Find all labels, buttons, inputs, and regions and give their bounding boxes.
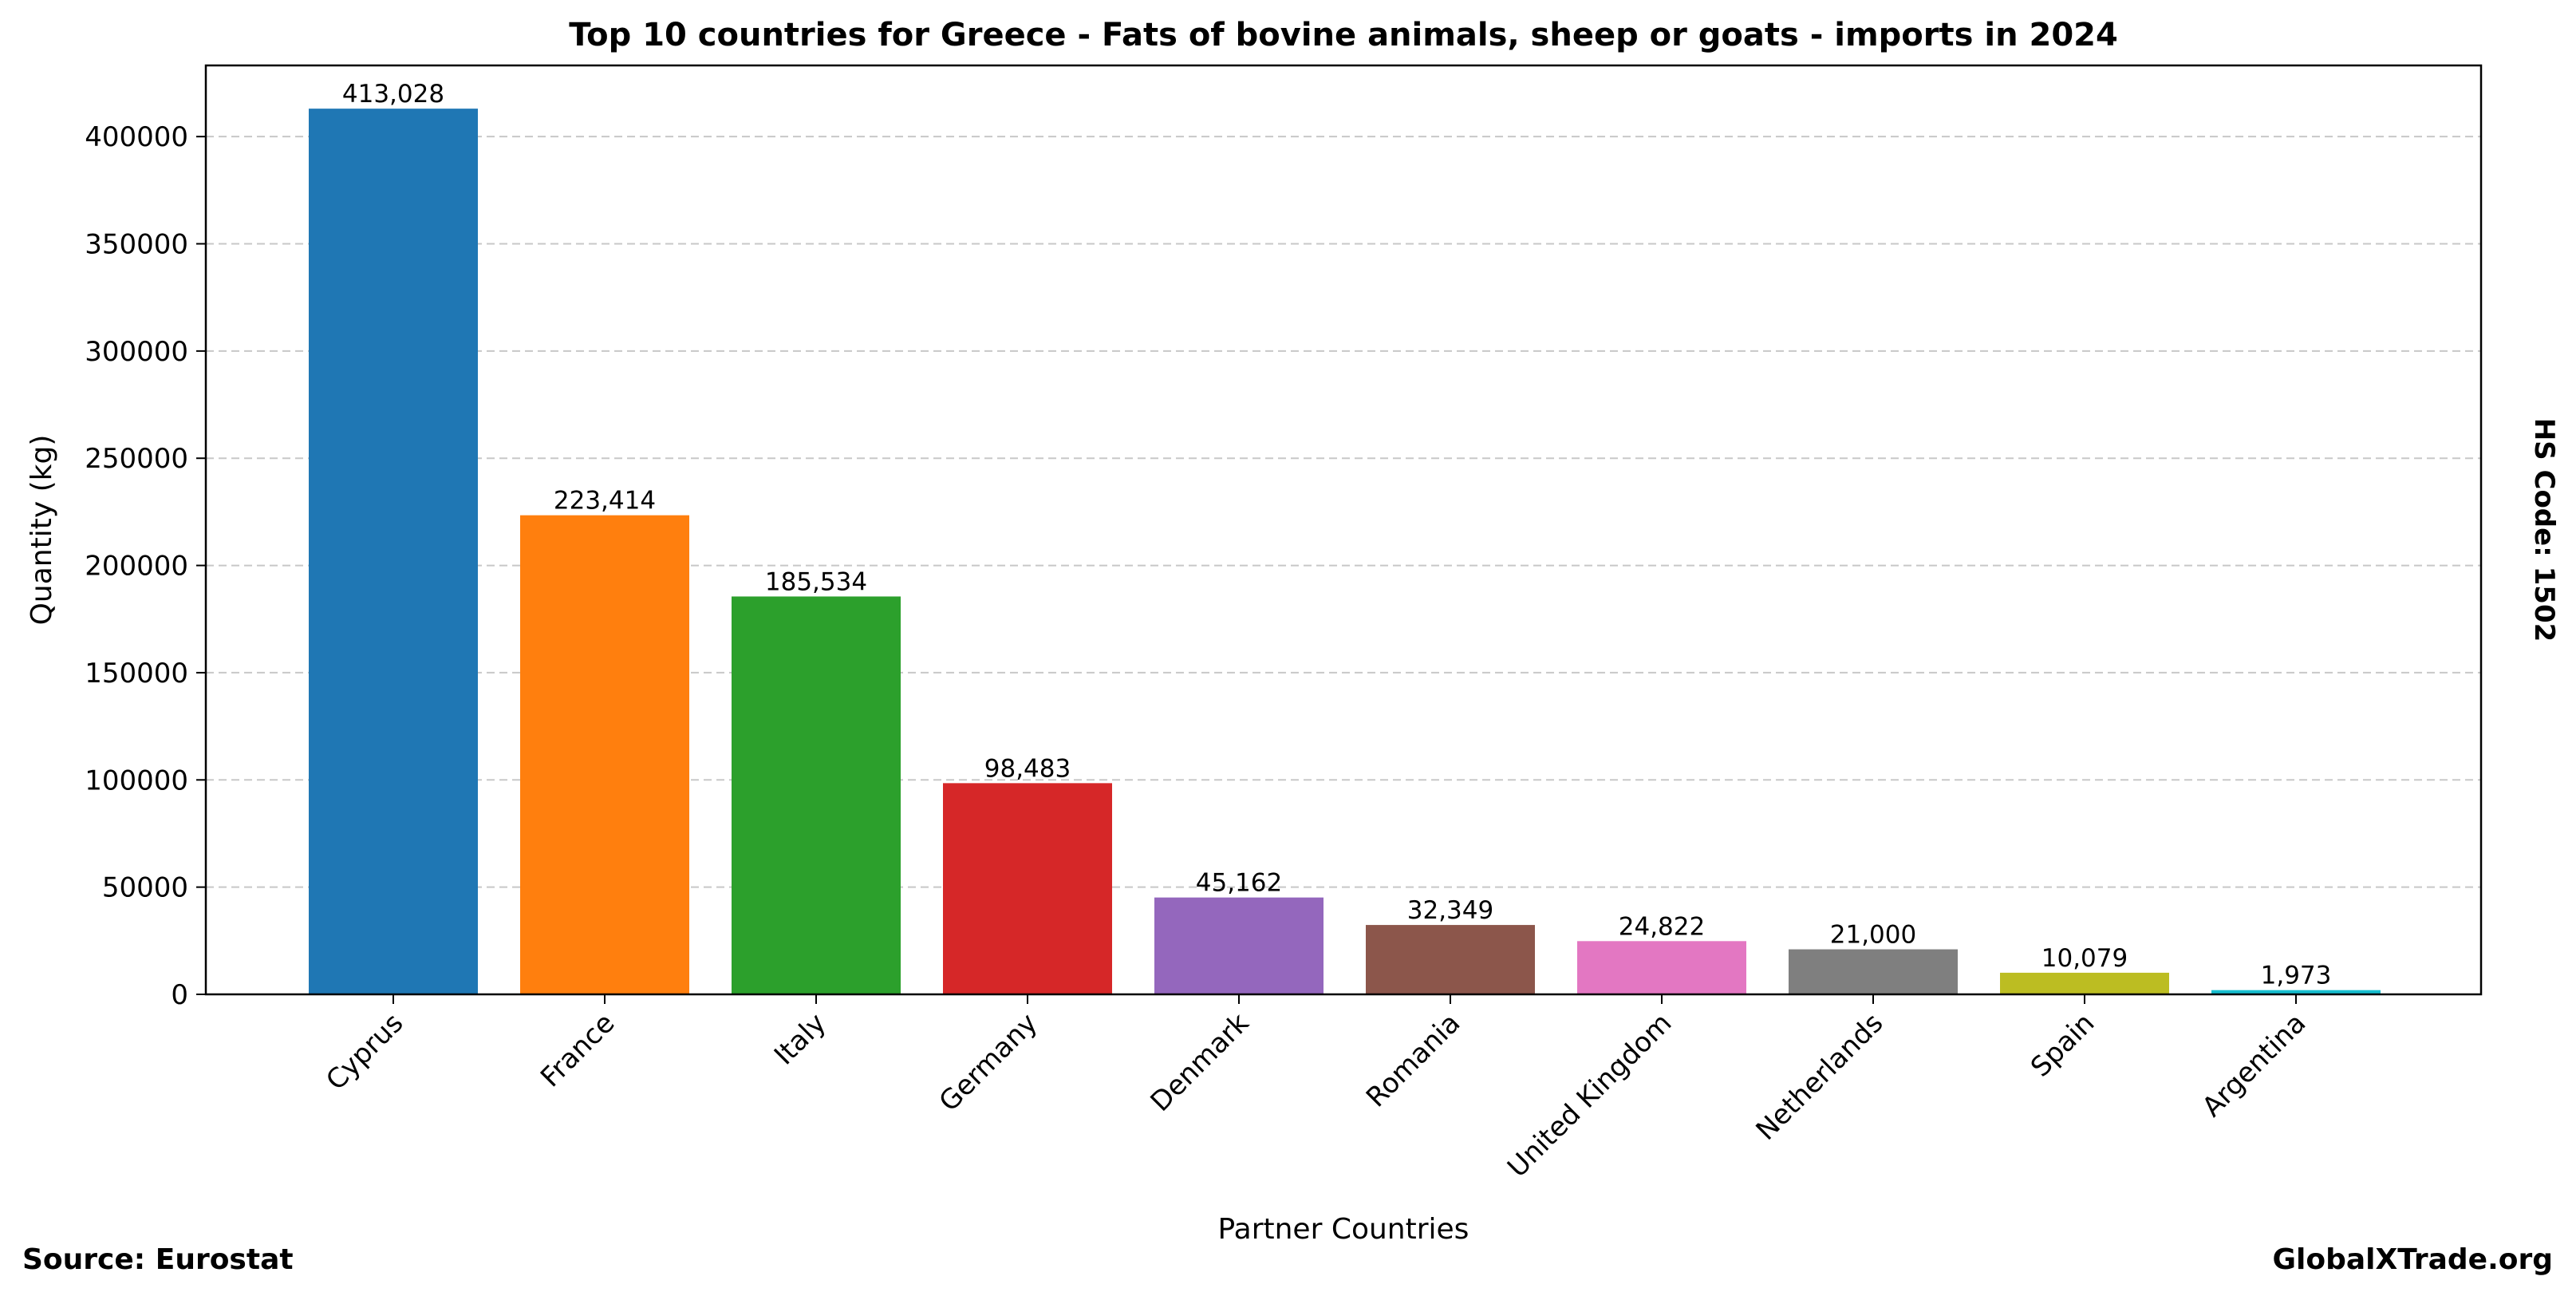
value-label: 413,028 (342, 80, 444, 109)
y-axis-label: Quantity (kg) (26, 435, 58, 626)
x-axis-ticks: Cyprus France Italy Germany Denmark Romania Un… (320, 994, 2312, 1183)
value-label: 32,349 (1407, 896, 1493, 925)
gridlines (206, 136, 2481, 995)
y-tick-label: 300000 (85, 336, 188, 368)
value-label: 98,483 (984, 754, 1071, 783)
x-tick-label: Germany (933, 1007, 1044, 1118)
x-tick-label: Cyprus (320, 1007, 409, 1096)
y-tick-label: 200000 (85, 551, 188, 583)
value-label: 24,822 (1619, 912, 1705, 941)
bar-france (520, 515, 689, 994)
value-label: 185,534 (765, 567, 867, 596)
value-label: 10,079 (2041, 944, 2128, 973)
bar-netherlands (1789, 949, 1958, 994)
hs-code-label: HS Code: 1502 (2528, 418, 2560, 642)
source-text: Source: Eurostat (22, 1243, 294, 1276)
x-tick-label: France (535, 1007, 621, 1093)
bar-cyprus (309, 109, 478, 995)
x-axis-label: Partner Countries (1218, 1213, 1469, 1246)
x-tick-label: Italy (768, 1007, 832, 1071)
brand-text: GlobalXTrade.org (2272, 1243, 2553, 1276)
y-tick-label: 0 (171, 979, 188, 1011)
x-tick-label: Denmark (1145, 1007, 1256, 1118)
plot-frame (204, 64, 2483, 996)
bar-romania (1366, 925, 1535, 994)
value-labels: 413,028 223,414 185,534 98,483 45,162 32,349 2… (342, 80, 2331, 990)
value-label: 45,162 (1196, 869, 1282, 898)
bar-italy (732, 596, 901, 994)
chart-title: Top 10 countries for Greece - Fats of bo… (569, 17, 2118, 53)
bar-germany (943, 783, 1112, 994)
y-tick-label: 250000 (85, 443, 188, 475)
bar-united-kingdom (1577, 941, 1746, 994)
bars (309, 109, 2381, 995)
y-axis-ticks: 0 50000 100000 150000 200000 250000 300000 3500… (85, 121, 206, 1011)
x-tick-label: Argentina (2196, 1007, 2313, 1124)
y-tick-label: 50000 (102, 872, 188, 904)
value-label: 223,414 (554, 487, 656, 516)
bar-argentina (2211, 990, 2381, 994)
bar-spain (2000, 972, 2169, 994)
x-tick-label: Romania (1360, 1007, 1466, 1113)
value-label: 21,000 (1830, 921, 1916, 950)
x-tick-label: Spain (2025, 1007, 2101, 1083)
y-tick-label: 400000 (85, 121, 188, 153)
value-label: 1,973 (2261, 962, 2332, 990)
bar-denmark (1154, 897, 1324, 994)
y-tick-label: 100000 (85, 765, 188, 796)
y-tick-label: 150000 (85, 658, 188, 689)
x-tick-label: United Kingdom (1501, 1007, 1678, 1183)
y-tick-label: 350000 (85, 229, 188, 261)
x-tick-label: Netherlands (1750, 1007, 1890, 1147)
